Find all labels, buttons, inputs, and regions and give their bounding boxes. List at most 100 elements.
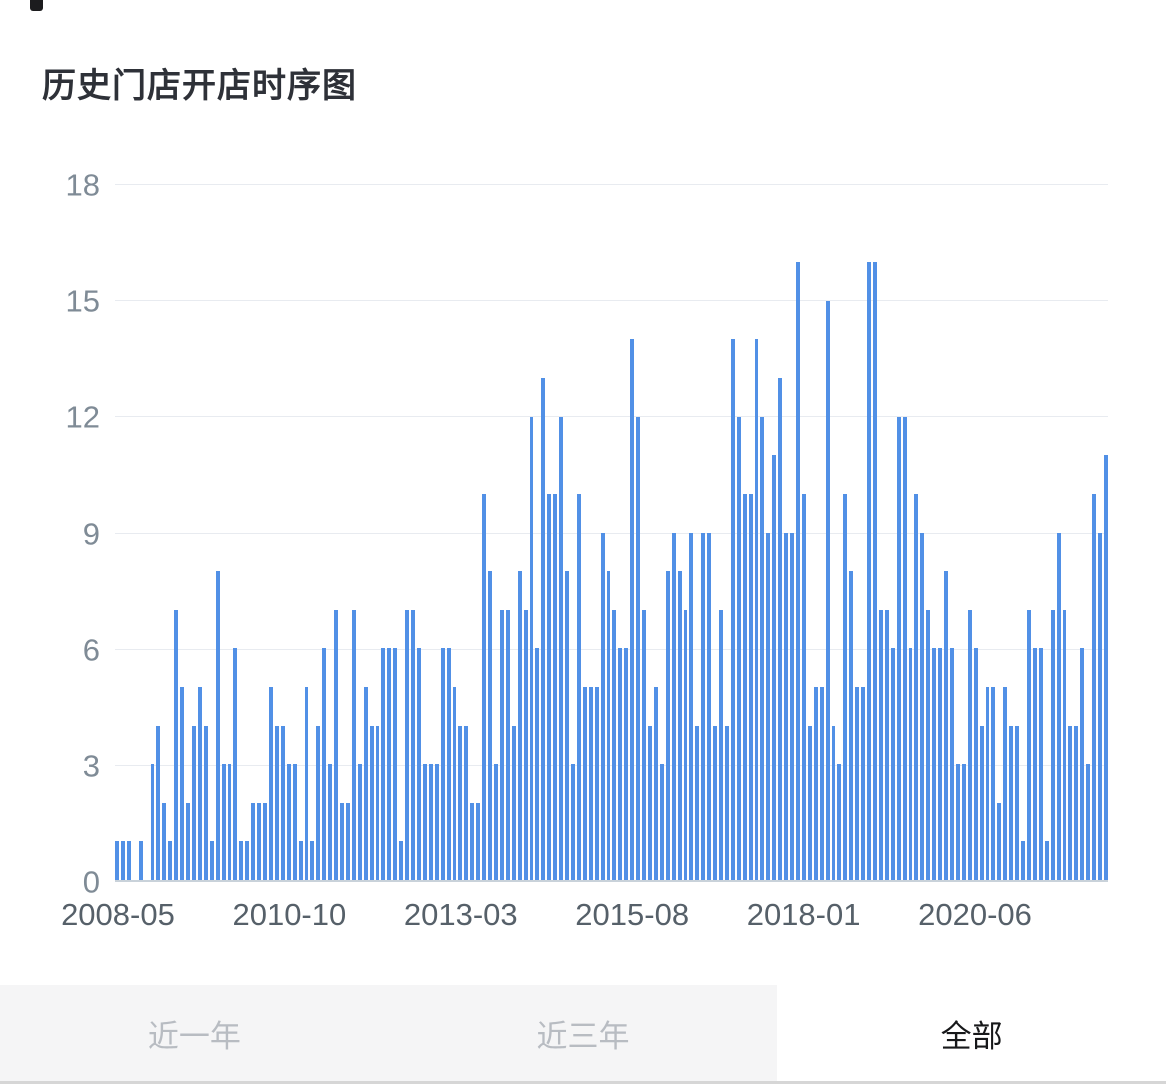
bar-slot <box>150 185 155 880</box>
bar-slot <box>1086 185 1091 880</box>
bar <box>949 648 954 880</box>
x-tick-label: 2008-05 <box>61 897 175 932</box>
bar <box>186 802 190 880</box>
bar <box>399 841 404 880</box>
bar <box>713 725 718 880</box>
bar <box>653 686 658 880</box>
bar-slot <box>115 185 119 880</box>
bar <box>748 493 753 880</box>
bar <box>991 686 996 880</box>
bar <box>180 686 185 880</box>
bar-slot <box>861 185 866 880</box>
bar <box>878 609 883 880</box>
bar-slot <box>126 185 131 880</box>
bar <box>618 648 623 880</box>
bar-slot <box>511 185 516 880</box>
bar-slot <box>647 185 652 880</box>
bar <box>766 532 771 880</box>
tab-last-year[interactable]: 近一年 <box>0 985 389 1081</box>
bar <box>902 416 907 880</box>
bar-slot <box>1092 185 1097 880</box>
bar-slot <box>955 185 960 880</box>
bar-slot <box>778 185 783 880</box>
bar-slot <box>298 185 303 880</box>
bar <box>920 532 925 880</box>
bar <box>1015 725 1020 880</box>
bar <box>387 648 392 880</box>
bar-slot <box>701 185 706 880</box>
bar <box>470 802 475 880</box>
bar-slot <box>345 185 350 880</box>
bar <box>1098 532 1102 880</box>
bar <box>138 841 143 880</box>
bar-slot <box>1003 185 1008 880</box>
bar-slot <box>588 185 593 880</box>
bar-slot <box>790 185 795 880</box>
bar-slot <box>938 185 943 880</box>
bar-slot <box>1015 185 1020 880</box>
bar-slot <box>985 185 990 880</box>
x-axis-labels: 2008-05 2010-10 2013-03 2015-08 2018-01 2020-… <box>61 897 1108 947</box>
bar-slot <box>505 185 510 880</box>
bar <box>1009 725 1014 880</box>
bar-slot <box>428 185 433 880</box>
bar-slot <box>1009 185 1014 880</box>
tab-last-three-years[interactable]: 近三年 <box>388 985 778 1081</box>
bar <box>873 262 877 880</box>
bar <box>724 725 729 880</box>
bar-slot <box>873 185 877 880</box>
bar-slot <box>523 185 528 880</box>
bar-slot <box>221 185 226 880</box>
bar-slot <box>1026 185 1031 880</box>
bar-slot <box>351 185 356 880</box>
bar <box>1026 609 1031 880</box>
bar-slot <box>162 185 167 880</box>
bar <box>1050 609 1055 880</box>
bar-slot <box>730 185 735 880</box>
bar-slot <box>884 185 889 880</box>
bar-slot <box>772 185 777 880</box>
bar-slot <box>245 185 250 880</box>
y-tick-label: 6 <box>82 632 100 668</box>
bar <box>665 571 670 880</box>
bar-slot <box>914 185 919 880</box>
gridline <box>115 764 1108 766</box>
bar <box>997 802 1002 880</box>
bar <box>896 416 901 880</box>
bar <box>345 802 350 880</box>
bar-slot <box>813 185 818 880</box>
bar-slot <box>754 185 759 880</box>
bar <box>381 648 386 880</box>
bar-slot <box>825 185 830 880</box>
bar-slot <box>145 185 149 880</box>
bar-slot <box>796 185 800 880</box>
tab-all[interactable]: 全部 <box>777 985 1166 1081</box>
bar-slot <box>855 185 860 880</box>
bar <box>813 686 818 880</box>
bar <box>351 609 356 880</box>
bar-slot <box>724 185 729 880</box>
bar <box>227 764 232 880</box>
bar <box>476 802 481 880</box>
y-tick-label: 15 <box>65 283 100 319</box>
bar-slot <box>393 185 398 880</box>
bar-slot <box>452 185 457 880</box>
bar-slot <box>926 185 931 880</box>
bar <box>375 725 380 880</box>
bar <box>796 262 800 880</box>
bar <box>334 609 339 880</box>
gridline <box>115 300 1108 302</box>
bar-slot <box>1021 185 1025 880</box>
bar <box>671 532 676 880</box>
bar <box>340 802 344 880</box>
bar-slot <box>280 185 285 880</box>
bar <box>772 455 777 880</box>
bar-slot <box>1068 185 1073 880</box>
bar <box>369 725 374 880</box>
bar <box>209 841 214 880</box>
bar-chart-plot-area <box>115 184 1108 882</box>
bar <box>1038 648 1043 880</box>
bar <box>446 648 451 880</box>
bar-slot <box>689 185 694 880</box>
bar <box>535 648 540 880</box>
